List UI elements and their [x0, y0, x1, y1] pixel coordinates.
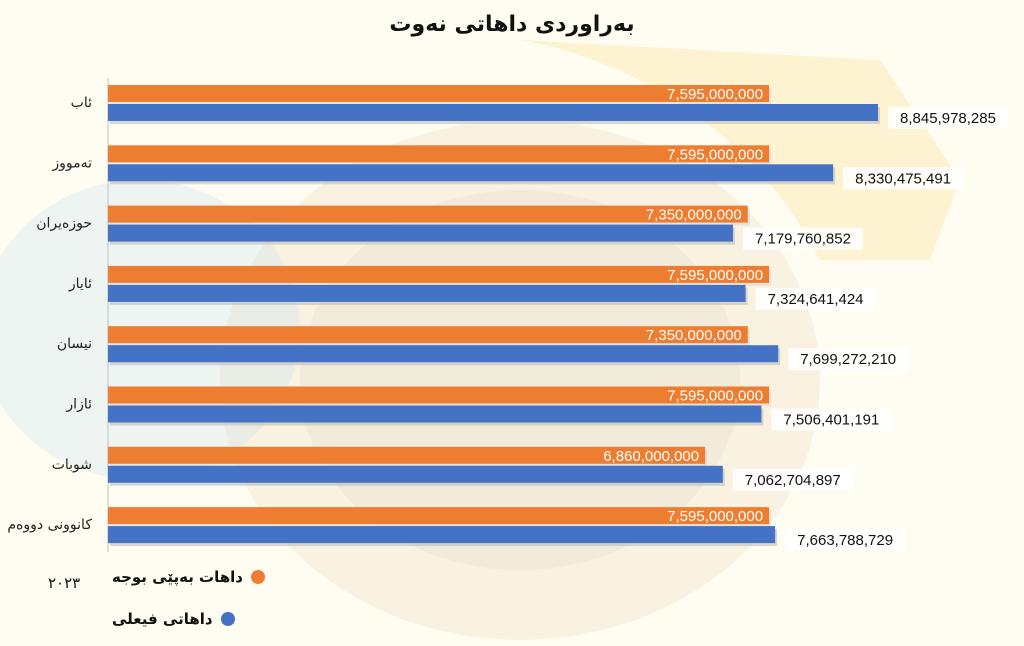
data-label-budget: 7,595,000,000	[667, 86, 763, 103]
year-label: ٢٠٢٣	[48, 574, 81, 592]
data-label-bg	[785, 529, 906, 552]
data-label-budget: 7,595,000,000	[667, 388, 763, 405]
bar-actual	[108, 104, 878, 121]
data-label-budget: 7,350,000,000	[646, 207, 742, 224]
data-label-actual: 7,506,401,191	[783, 412, 879, 429]
data-label-actual: 8,845,978,285	[900, 110, 996, 127]
data-label-bg	[843, 167, 964, 190]
data-label-budget: 7,595,000,000	[667, 267, 763, 284]
bar-actual	[108, 284, 746, 302]
data-label-actual: 7,062,704,897	[745, 472, 841, 489]
legend-swatch-actual	[220, 612, 235, 626]
category-label: شوبات	[52, 457, 92, 473]
data-label-actual: 7,699,272,210	[800, 351, 896, 368]
data-label-actual: 7,324,641,424	[768, 291, 864, 308]
bar-budget	[108, 265, 770, 283]
category-label: ئاب	[71, 95, 92, 111]
legend-swatch-budget	[251, 570, 265, 584]
category-label: تەمووز	[51, 155, 92, 171]
category-label: کانوونی دووەم	[7, 517, 92, 533]
bar-budget	[108, 446, 706, 464]
legend-item-actual: داهاتی فیعلی	[112, 610, 235, 628]
data-label-bg	[888, 107, 1008, 129]
bar-actual	[108, 465, 723, 483]
category-label: ئازار	[65, 397, 92, 413]
category-label: نیسان	[57, 336, 92, 352]
bar-budget	[108, 326, 748, 344]
bar-actual	[108, 405, 762, 423]
bar-budget	[108, 507, 770, 525]
bar-actual	[108, 526, 776, 544]
bar-budget	[108, 205, 748, 223]
bar-budget	[108, 85, 770, 102]
data-label-bg	[742, 227, 863, 250]
data-label-bg	[755, 287, 876, 310]
category-label: ئایار	[68, 276, 92, 292]
bar-budget	[108, 145, 770, 163]
data-label-actual: 7,179,760,852	[755, 231, 851, 248]
legend-label-budget: داهات بەپێی بوجە	[112, 568, 243, 586]
data-label-actual: 8,330,475,491	[855, 170, 951, 187]
data-label-budget: 7,350,000,000	[646, 327, 742, 344]
legend-label-actual: داهاتی فیعلی	[112, 610, 213, 628]
data-label-budget: 6,860,000,000	[603, 448, 699, 465]
data-label-actual: 7,663,788,729	[797, 532, 893, 549]
data-label-budget: 7,595,000,000	[667, 508, 763, 525]
data-label-bg	[771, 408, 892, 431]
legend-item-budget: داهات بەپێی بوجە	[112, 568, 265, 586]
bar-budget	[108, 386, 770, 404]
bar-actual	[108, 164, 834, 182]
bar-actual	[108, 224, 733, 242]
bar-actual	[108, 345, 779, 363]
chart-title: بەراوردی داهاتی نەوت	[389, 12, 635, 37]
data-label-budget: 7,595,000,000	[667, 146, 763, 163]
category-label: حوزەیران	[36, 216, 92, 232]
data-label-bg	[732, 468, 853, 491]
data-label-bg	[788, 348, 909, 371]
